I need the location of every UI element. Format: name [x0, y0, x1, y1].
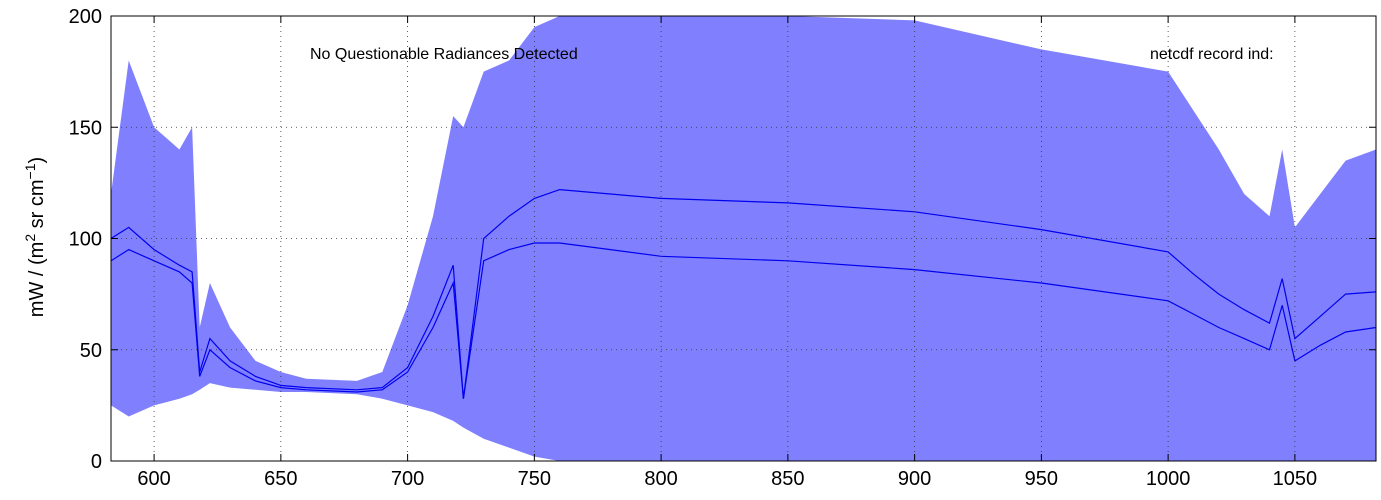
plot-area: [111, 16, 1376, 461]
series-line-2: [111, 242, 1376, 399]
annotation-netcdf-record-ind: netcdf record ind:: [1150, 46, 1274, 63]
grid-lines: [111, 16, 1376, 461]
x-tick-label-650: 650: [264, 468, 297, 490]
x-tick-label-1050: 1050: [1273, 468, 1318, 490]
y-tick-label-150: 150: [69, 117, 102, 139]
annotation-no-questionable-radiances: No Questionable Radiances Detected: [310, 46, 578, 63]
y-tick-label-100: 100: [69, 229, 102, 251]
x-tick-label-850: 850: [771, 468, 804, 490]
axes: [110, 15, 1377, 462]
y-tick-label-200: 200: [69, 6, 102, 28]
x-tick-label-700: 700: [391, 468, 424, 490]
y-axis-label: mW / (m2 sr cm−1): [22, 157, 48, 317]
tick-labels: 600 650 700 750 800 850 900 950 1000 1050 0 50 100 15…: [69, 6, 1318, 490]
x-tick-label-750: 750: [518, 468, 551, 490]
series-line-1: [111, 188, 1376, 399]
x-tick-label-600: 600: [137, 468, 170, 490]
y-tick-label-0: 0: [91, 451, 102, 473]
x-tick-label-950: 950: [1025, 468, 1058, 490]
x-tick-label-800: 800: [644, 468, 677, 490]
x-tick-label-1000: 1000: [1146, 468, 1191, 490]
x-tick-label-900: 900: [898, 468, 931, 490]
y-tick-label-50: 50: [80, 340, 102, 362]
series-envelope-band: [111, 16, 1376, 461]
